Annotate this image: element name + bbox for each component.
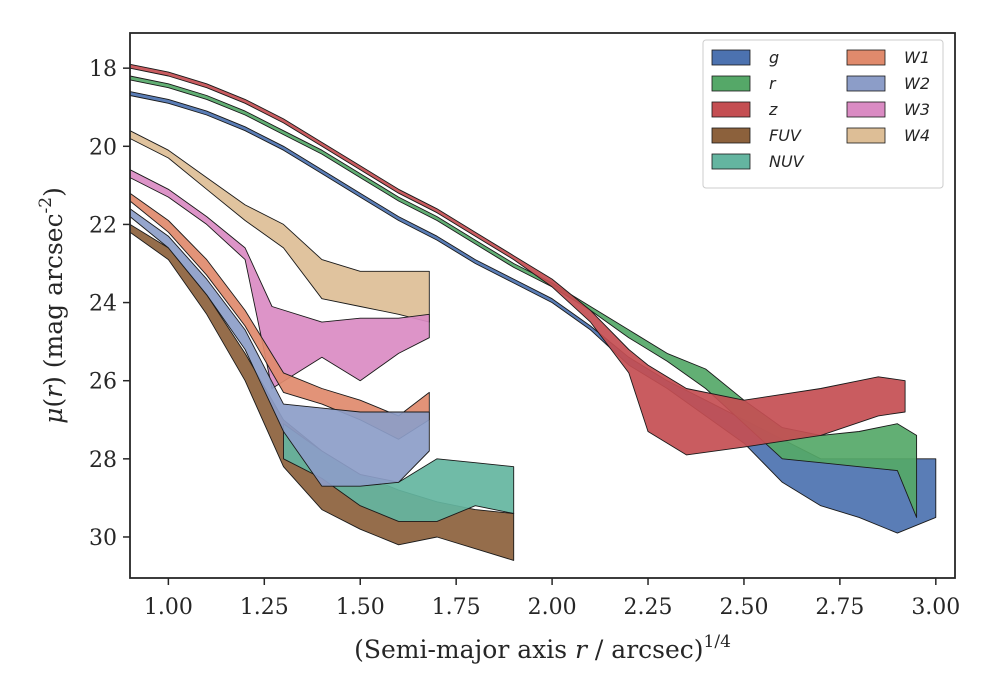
series-band-z: [129, 63, 906, 456]
x-axis-label: (Semi-major axis r / arcsec)1/4: [354, 632, 731, 664]
axis-ticks: 1.00 1.25 1.50 1.75 2.00 2.25 2.50 2.75 3.00 18 20…: [89, 57, 960, 620]
x-tick-label: 2.00: [528, 595, 577, 620]
series-bands: [129, 63, 937, 561]
legend-label-w1: W1: [904, 48, 930, 67]
legend-swatch-nuv: [711, 153, 751, 170]
y-tick-label: 22: [89, 213, 117, 238]
series-band-w2: [129, 208, 430, 487]
x-tick-label: 2.50: [719, 595, 768, 620]
x-tick-label: 1.25: [240, 595, 289, 620]
series-band-r: [129, 75, 918, 518]
x-tick-label: 1.00: [144, 595, 193, 620]
y-tick-label: 24: [89, 292, 117, 317]
legend-swatch-g: [711, 49, 751, 66]
legend-label-fuv: FUV: [769, 126, 802, 145]
y-tick-label: 20: [89, 135, 117, 160]
legend-label-w2: W2: [904, 74, 930, 93]
y-axis-label: μ(r) (mag arcsec-2): [36, 187, 68, 424]
x-tick-label: 1.50: [336, 595, 385, 620]
y-tick-label: 18: [89, 57, 117, 82]
x-tick-label: 3.00: [911, 595, 960, 620]
legend: grz FUV NUV W1 W2 W3 W4: [702, 39, 944, 189]
legend-label-w4: W4: [904, 126, 930, 145]
legend-label-r: r: [769, 74, 777, 93]
legend-swatch-z: [711, 101, 751, 118]
y-tick-label: 26: [89, 370, 117, 395]
legend-swatch-r: [711, 75, 751, 92]
legend-swatch-fuv: [711, 127, 751, 144]
legend-swatch-w4: [846, 127, 886, 144]
x-tick-label: 1.75: [432, 595, 481, 620]
y-tick-label: 28: [89, 448, 117, 473]
legend-label-w3: W3: [904, 100, 930, 119]
x-tick-label: 2.25: [624, 595, 673, 620]
x-tick-label: 2.75: [815, 595, 864, 620]
series-band-w3: [129, 169, 430, 389]
y-tick-label: 30: [89, 526, 117, 551]
legend-swatch-w1: [846, 49, 886, 66]
legend-label-z: z: [768, 100, 778, 119]
legend-swatch-w2: [846, 75, 886, 92]
legend-swatch-w3: [846, 101, 886, 118]
legend-label-nuv: NUV: [769, 152, 805, 171]
legend-label-g: g: [769, 48, 779, 67]
plot-frame: [129, 32, 956, 579]
series-band-w4: [129, 130, 430, 323]
